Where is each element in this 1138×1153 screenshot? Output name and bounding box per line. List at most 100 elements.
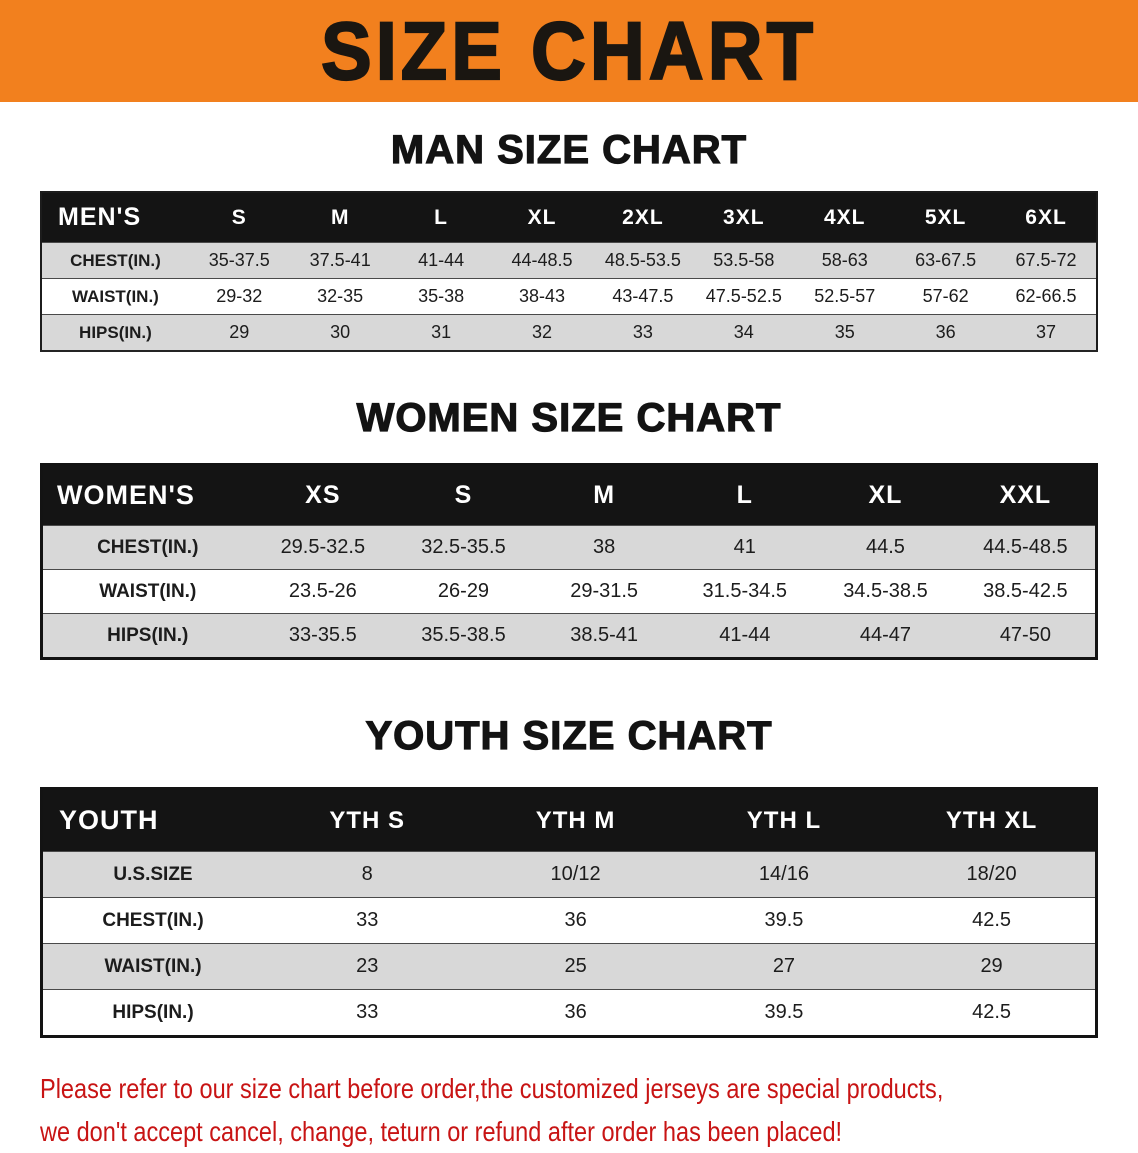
size-value: 53.5-58: [693, 242, 795, 279]
size-value: 47.5-52.5: [693, 278, 795, 315]
size-value: 38.5-42.5: [955, 569, 1097, 614]
men-section-heading: MAN SIZE CHART: [390, 127, 748, 172]
size-value: 39.5: [679, 989, 889, 1038]
size-value: 41-44: [674, 613, 816, 660]
size-column-header: M: [533, 464, 675, 526]
size-column-header: 4XL: [794, 192, 896, 243]
table-row: CHEST(IN.) 35-37.5 37.5-41 41-44 44-48.5 48.5…: [41, 242, 1097, 279]
women-section-heading: WOMEN SIZE CHART: [356, 395, 782, 440]
table-row: WAIST(IN.) 23.5-26 26-29 29-31.5 31.5-34.5 34…: [41, 569, 1097, 614]
size-column-header: L: [674, 464, 816, 526]
size-value: 25: [471, 943, 680, 990]
size-value: 33: [592, 314, 694, 352]
size-value: 39.5: [679, 897, 889, 944]
table-row: U.S.SIZE 8 10/12 14/16 18/20: [41, 851, 1097, 898]
size-column-header: XL: [491, 192, 593, 243]
size-value: 36: [471, 897, 680, 944]
size-value: 52.5-57: [794, 278, 896, 315]
footer-note: Please refer to our size chart before or…: [40, 1068, 1138, 1153]
size-chart-banner: SIZE CHART: [0, 0, 1138, 102]
size-column-header: XXL: [955, 464, 1097, 526]
size-column-header: M: [289, 192, 391, 243]
size-value: 67.5-72: [996, 242, 1097, 279]
size-value: 44-47: [815, 613, 956, 660]
size-value: 14/16: [679, 851, 889, 898]
row-label: CHEST(IN.): [41, 242, 189, 279]
table-corner-label: MEN'S: [41, 192, 189, 243]
size-value: 37.5-41: [289, 242, 391, 279]
footer-note-line-1: Please refer to our size chart before or…: [40, 1073, 944, 1104]
size-value: 23.5-26: [252, 569, 394, 614]
size-value: 35-37.5: [188, 242, 290, 279]
size-value: 62-66.5: [996, 278, 1097, 315]
row-label: WAIST(IN.): [41, 943, 264, 990]
size-value: 44.5: [815, 525, 956, 570]
size-value: 29: [188, 314, 290, 352]
size-value: 26-29: [393, 569, 534, 614]
size-column-header: YTH S: [263, 788, 472, 852]
size-value: 41-44: [390, 242, 492, 279]
size-value: 36: [471, 989, 680, 1038]
size-column-header: 2XL: [592, 192, 694, 243]
size-column-header: 6XL: [996, 192, 1097, 243]
size-value: 37: [996, 314, 1097, 352]
row-label: HIPS(IN.): [41, 989, 264, 1038]
table-row: WAIST(IN.) 29-32 32-35 35-38 38-43 43-47.5 47.…: [41, 278, 1097, 315]
table-row: HIPS(IN.) 29 30 31 32 33 34 35 36 37: [41, 314, 1097, 352]
size-value: 34: [693, 314, 795, 352]
size-value: 63-67.5: [895, 242, 997, 279]
youth-section-heading: YOUTH SIZE CHART: [365, 713, 773, 758]
size-value: 33: [263, 989, 472, 1038]
size-value: 35-38: [390, 278, 492, 315]
row-label: HIPS(IN.): [41, 314, 189, 352]
size-value: 42.5: [888, 897, 1097, 944]
size-value: 29-32: [188, 278, 290, 315]
women-size-table: WOMEN'S XS S M L XL XXL CHEST(IN.) 29.5-32.5 32.5…: [40, 463, 1098, 660]
table-row: HIPS(IN.) 33 36 39.5 42.5: [41, 989, 1097, 1038]
size-column-header: XL: [815, 464, 956, 526]
size-value: 30: [289, 314, 391, 352]
size-value: 57-62: [895, 278, 997, 315]
size-value: 43-47.5: [592, 278, 694, 315]
table-header-row: YOUTH YTH S YTH M YTH L YTH XL: [41, 788, 1097, 852]
row-label: CHEST(IN.): [41, 525, 253, 570]
table-corner-label: WOMEN'S: [41, 464, 253, 526]
size-value: 58-63: [794, 242, 896, 279]
men-size-table: MEN'S S M L XL 2XL 3XL 4XL 5XL 6XL CHEST(IN.) 35-37…: [40, 191, 1098, 352]
table-header-row: WOMEN'S XS S M L XL XXL: [41, 464, 1097, 526]
table-corner-label: YOUTH: [41, 788, 264, 852]
table-row: HIPS(IN.) 33-35.5 35.5-38.5 38.5-41 41-44 44-…: [41, 613, 1097, 660]
row-label: WAIST(IN.): [41, 278, 189, 315]
row-label: CHEST(IN.): [41, 897, 264, 944]
size-value: 33-35.5: [252, 613, 394, 660]
size-value: 32-35: [289, 278, 391, 315]
row-label: HIPS(IN.): [41, 613, 253, 660]
size-column-header: S: [188, 192, 290, 243]
row-label: WAIST(IN.): [41, 569, 253, 614]
size-value: 8: [263, 851, 472, 898]
size-value: 32: [491, 314, 593, 352]
size-column-header: S: [393, 464, 534, 526]
size-column-header: 3XL: [693, 192, 795, 243]
size-column-header: YTH M: [471, 788, 680, 852]
size-value: 38.5-41: [533, 613, 675, 660]
row-label: U.S.SIZE: [41, 851, 264, 898]
size-value: 44-48.5: [491, 242, 593, 279]
youth-size-section: YOUTH SIZE CHART YOUTH YTH S YTH M YTH L YTH…: [0, 713, 1138, 1038]
table-row: CHEST(IN.) 29.5-32.5 32.5-35.5 38 41 44.5 44.5…: [41, 525, 1097, 570]
youth-size-table: YOUTH YTH S YTH M YTH L YTH XL U.S.SIZE 8 10/12…: [40, 787, 1098, 1038]
size-value: 29-31.5: [533, 569, 675, 614]
table-row: CHEST(IN.) 33 36 39.5 42.5: [41, 897, 1097, 944]
table-header-row: MEN'S S M L XL 2XL 3XL 4XL 5XL 6XL: [41, 192, 1097, 243]
banner-title: SIZE CHART: [320, 4, 817, 98]
size-value: 34.5-38.5: [815, 569, 956, 614]
size-value: 35.5-38.5: [393, 613, 534, 660]
size-value: 31.5-34.5: [674, 569, 816, 614]
size-value: 48.5-53.5: [592, 242, 694, 279]
size-column-header: XS: [252, 464, 394, 526]
size-value: 41: [674, 525, 816, 570]
size-column-header: YTH XL: [888, 788, 1097, 852]
size-value: 36: [895, 314, 997, 352]
size-value: 38: [533, 525, 675, 570]
size-column-header: 5XL: [895, 192, 997, 243]
